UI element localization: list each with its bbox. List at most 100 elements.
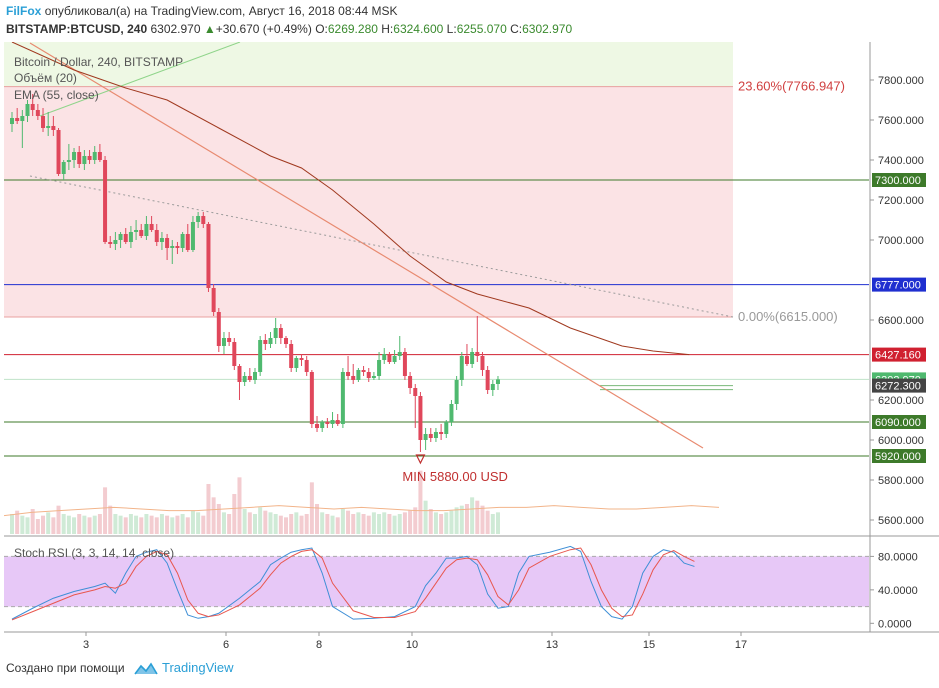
candle-body xyxy=(103,160,108,242)
tradingview-logo-icon xyxy=(134,662,158,675)
candle-body xyxy=(170,246,175,248)
legend-volume: Объём (20) xyxy=(14,71,77,85)
candle-body xyxy=(46,126,51,128)
candle-body xyxy=(480,356,485,370)
candle-body xyxy=(134,230,139,232)
candle-body xyxy=(247,376,252,380)
volume-bar xyxy=(247,512,252,534)
volume-bar xyxy=(35,519,40,534)
uptrend-line xyxy=(39,42,241,117)
volume-bar xyxy=(304,514,309,534)
volume-bar xyxy=(30,509,35,534)
volume-bar xyxy=(335,517,340,534)
volume-bar xyxy=(227,514,232,534)
fib-label-0: 0.00%(6615.000) xyxy=(738,309,838,324)
y-tick-label: 6200.000 xyxy=(878,395,924,407)
volume-bar xyxy=(309,482,314,534)
price-badge xyxy=(872,277,926,292)
price-badge-label: 6777.000 xyxy=(875,280,921,292)
volume-bar xyxy=(237,477,242,534)
candle-body xyxy=(258,340,263,372)
osc-tick-label: 40.0000 xyxy=(878,585,918,597)
volume-bar xyxy=(413,507,418,534)
volume-bar xyxy=(128,514,133,534)
candle-body xyxy=(351,376,356,380)
volume-bar xyxy=(330,515,335,534)
low-value: 6255.070 xyxy=(456,22,507,36)
volume-bar xyxy=(221,512,226,534)
volume-bar xyxy=(72,517,77,534)
volume-bar xyxy=(475,500,480,534)
volume-bar xyxy=(320,512,325,534)
candle-body xyxy=(196,216,201,222)
candle-body xyxy=(159,238,164,242)
candle-body xyxy=(237,366,242,382)
volume-bar xyxy=(459,505,464,534)
volume-bar xyxy=(392,515,397,534)
candle-body xyxy=(485,370,490,390)
price-badge xyxy=(872,173,926,187)
fib-zone-upper xyxy=(4,42,733,87)
volume-bar xyxy=(294,512,299,534)
volume-bar xyxy=(56,505,61,534)
author-name[interactable]: FilFox xyxy=(6,4,42,18)
volume-bar xyxy=(464,504,469,534)
candle-body xyxy=(371,376,376,378)
y-tick-label: 5600.000 xyxy=(878,515,924,527)
tradingview-link[interactable]: TradingView xyxy=(161,660,234,675)
volume-ma-line xyxy=(4,505,720,517)
candle-body xyxy=(144,224,149,236)
stoch-k-line xyxy=(11,545,695,620)
candle-body xyxy=(154,230,159,242)
volume-bar xyxy=(273,514,278,534)
y-tick-label: 7000.000 xyxy=(878,235,924,247)
candle-body xyxy=(340,372,345,424)
y-tick-label: 6600.000 xyxy=(878,315,924,327)
candle-body xyxy=(66,160,71,162)
footer: Создано при помощи TradingView xyxy=(6,660,234,676)
candle-body xyxy=(397,352,402,356)
volume-bar xyxy=(154,517,159,534)
volume-bar xyxy=(346,510,351,534)
price-badge xyxy=(872,415,926,429)
candle-body xyxy=(335,420,340,424)
volume-bar xyxy=(258,507,263,534)
volume-bar xyxy=(449,510,454,534)
volume-bar xyxy=(165,515,170,534)
candle-body xyxy=(41,116,46,128)
candle-body xyxy=(97,152,102,160)
volume-bar xyxy=(490,514,495,534)
candle-body xyxy=(263,340,268,344)
candle-body xyxy=(87,156,92,160)
candle-body xyxy=(35,110,40,116)
candle-body xyxy=(289,344,294,368)
volume-bar xyxy=(408,510,413,534)
candle-body xyxy=(232,342,237,366)
osc-tick-label: 80.0000 xyxy=(878,551,918,563)
volume-bar xyxy=(340,509,345,534)
candle-body xyxy=(361,370,366,372)
volume-bar xyxy=(351,514,356,534)
candle-body xyxy=(284,338,289,344)
volume-bar xyxy=(315,504,320,534)
volume-bar xyxy=(92,515,97,534)
volume-bar xyxy=(77,514,82,534)
volume-bar xyxy=(252,514,257,534)
candle-body xyxy=(408,376,413,388)
candle-body xyxy=(423,434,428,440)
candle-body xyxy=(325,422,330,424)
x-tick-label: 13 xyxy=(546,639,558,651)
x-tick-label: 10 xyxy=(406,639,418,651)
volume-bar xyxy=(495,512,500,534)
volume-bar xyxy=(196,512,201,534)
volume-bar xyxy=(480,505,485,534)
open-value: 6269.280 xyxy=(327,22,378,36)
candle-body xyxy=(490,384,495,390)
volume-bar xyxy=(397,514,402,534)
candle-body xyxy=(433,432,438,438)
volume-bar xyxy=(485,510,490,534)
candle-body xyxy=(252,372,257,380)
volume-bar xyxy=(149,515,154,534)
candle-body xyxy=(118,234,123,240)
